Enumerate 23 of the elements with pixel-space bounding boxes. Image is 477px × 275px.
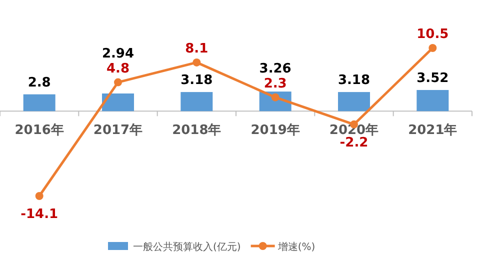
point: [428, 44, 437, 52]
data-label: 3.18: [338, 73, 370, 88]
data-label: 3.26: [259, 61, 292, 76]
legend-label: 一般公共预算收入(亿元): [133, 241, 241, 253]
data-label: 2.94: [102, 46, 134, 62]
x-tick-label: 2016年: [14, 123, 64, 138]
data-label: 2.3: [264, 76, 287, 92]
point: [114, 78, 122, 86]
data-label: 3.52: [416, 70, 449, 86]
data-label: 10.5: [416, 27, 449, 42]
x-tick-label: 2019年: [250, 123, 300, 138]
x-tick-label: 2017年: [93, 123, 143, 138]
x-tick-label: 2021年: [408, 123, 458, 138]
data-label: -2.2: [340, 135, 368, 150]
data-label: 3.18: [180, 73, 213, 88]
x-tick-label: 2018年: [172, 123, 222, 138]
legend-label: 增速(%): [276, 241, 316, 253]
data-label: 4.8: [106, 61, 130, 76]
data-label: 2.8: [28, 75, 51, 90]
point: [192, 58, 201, 66]
data-label: 8.1: [185, 41, 208, 56]
point: [35, 192, 44, 200]
data-label: -14.1: [20, 207, 58, 222]
